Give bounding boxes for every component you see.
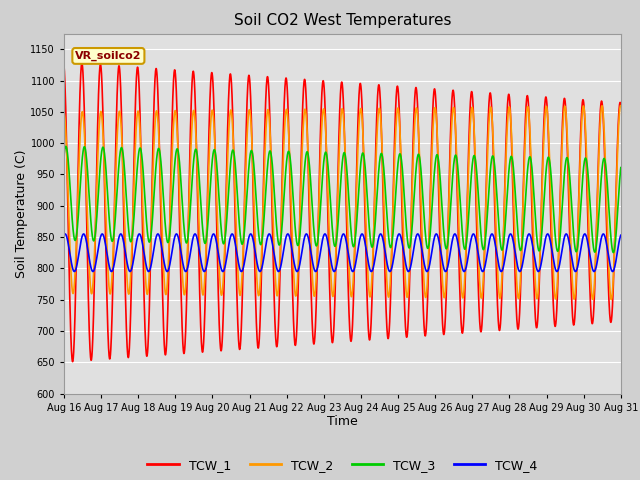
Legend: TCW_1, TCW_2, TCW_3, TCW_4: TCW_1, TCW_2, TCW_3, TCW_4 (142, 454, 543, 477)
TCW_2 (60, 109, 68, 115)
TCW_2 (606, 286, 614, 291)
TCW_1 (298, 124, 306, 130)
TCW_2 (274, 292, 282, 298)
TCW_3 (609, 250, 617, 255)
Line: TCW_3: TCW_3 (64, 146, 621, 252)
TCW_2 (607, 297, 615, 302)
TCW_1 (124, 353, 132, 359)
TCW_3 (606, 223, 614, 228)
TCW_3 (274, 236, 282, 241)
Title: Soil CO2 West Temperatures: Soil CO2 West Temperatures (234, 13, 451, 28)
TCW_4 (124, 262, 131, 268)
TCW_1 (78, 60, 86, 66)
TCW_1 (68, 359, 76, 364)
TCW_4 (563, 231, 570, 237)
TCW_4 (606, 263, 614, 268)
TCW_4 (617, 232, 625, 238)
Line: TCW_2: TCW_2 (64, 106, 621, 300)
TCW_3 (60, 152, 68, 158)
TCW_3 (157, 157, 164, 163)
TCW_4 (274, 267, 282, 273)
X-axis label: Time: Time (327, 415, 358, 429)
TCW_4 (298, 251, 305, 256)
TCW_2 (157, 180, 164, 185)
TCW_3 (62, 144, 70, 149)
TCW_3 (298, 206, 306, 212)
TCW_1 (157, 216, 164, 222)
TCW_4 (553, 269, 561, 275)
Line: TCW_1: TCW_1 (64, 63, 621, 361)
TCW_4 (157, 238, 164, 244)
TCW_4 (60, 232, 68, 238)
TCW_2 (546, 165, 554, 171)
TCW_4 (546, 236, 554, 242)
TCW_3 (124, 215, 132, 221)
TCW_1 (274, 334, 282, 340)
TCW_2 (617, 103, 625, 109)
TCW_2 (124, 284, 131, 289)
TCW_1 (617, 102, 625, 108)
TCW_2 (298, 162, 305, 168)
TCW_1 (60, 63, 68, 69)
Line: TCW_4: TCW_4 (64, 234, 621, 272)
Y-axis label: Soil Temperature (C): Soil Temperature (C) (15, 149, 28, 278)
TCW_2 (617, 103, 625, 108)
TCW_3 (546, 162, 554, 168)
TCW_1 (547, 199, 554, 204)
TCW_1 (606, 317, 614, 323)
Text: VR_soilco2: VR_soilco2 (75, 51, 141, 61)
TCW_3 (617, 165, 625, 170)
